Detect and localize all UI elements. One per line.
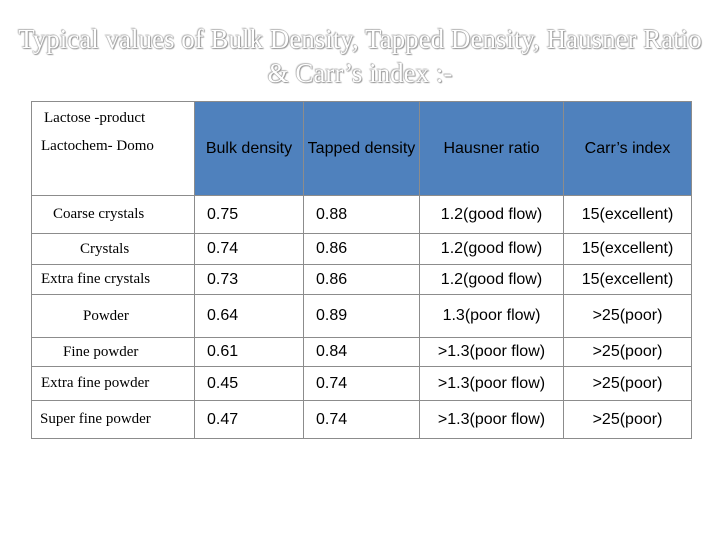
cell-tapped-density: 0.86: [303, 264, 420, 295]
table-row: Crystals 0.74 0.86 1.2(good flow) 15(excelle…: [31, 233, 692, 265]
cell-hausner-ratio: 1.3(poor flow): [419, 294, 564, 338]
header-product: Lactose -product Lactochem- Domo: [31, 101, 195, 196]
cell-carrs-index: >25(poor): [563, 337, 692, 367]
cell-bulk-density: 0.64: [194, 294, 304, 338]
table-row: Super fine powder 0.47 0.74 >1.3(poor flow)…: [31, 400, 692, 439]
cell-product: Extra fine powder: [31, 366, 195, 401]
cell-product: Fine powder: [31, 337, 195, 367]
cell-carrs-index: >25(poor): [563, 294, 692, 338]
cell-tapped-density: 0.84: [303, 337, 420, 367]
cell-product: Coarse crystals: [31, 195, 195, 234]
table-row: Extra fine crystals 0.73 0.86 1.2(good flow…: [31, 264, 692, 295]
table-row: Coarse crystals 0.75 0.88 1.2(good flow) 15(…: [31, 195, 692, 234]
header-carrs-index: Carr’s index: [563, 101, 692, 196]
cell-carrs-index: 15(excellent): [563, 264, 692, 295]
table-header-row: Lactose -product Lactochem- Domo Bulk de…: [31, 101, 692, 196]
cell-bulk-density: 0.73: [194, 264, 304, 295]
cell-hausner-ratio: 1.2(good flow): [419, 264, 564, 295]
cell-tapped-density: 0.74: [303, 400, 420, 439]
cell-hausner-ratio: >1.3(poor flow): [419, 337, 564, 367]
table-row: Fine powder 0.61 0.84 >1.3(poor flow) >25(po…: [31, 337, 692, 367]
cell-tapped-density: 0.74: [303, 366, 420, 401]
cell-carrs-index: >25(poor): [563, 400, 692, 439]
cell-carrs-index: 15(excellent): [563, 195, 692, 234]
cell-hausner-ratio: >1.3(poor flow): [419, 400, 564, 439]
cell-hausner-ratio: 1.2(good flow): [419, 233, 564, 265]
cell-hausner-ratio: 1.2(good flow): [419, 195, 564, 234]
cell-product: Extra fine crystals: [31, 264, 195, 295]
cell-bulk-density: 0.47: [194, 400, 304, 439]
header-hausner-ratio: Hausner ratio: [419, 101, 564, 196]
cell-product: Powder: [31, 294, 195, 338]
slide-title: Typical values of Bulk Density, Tapped D…: [0, 22, 720, 90]
slide-title-line-2: & Carr’s index :-: [267, 58, 453, 88]
table-row: Extra fine powder 0.45 0.74 >1.3(poor flow)…: [31, 366, 692, 401]
cell-carrs-index: 15(excellent): [563, 233, 692, 265]
cell-product: Crystals: [31, 233, 195, 265]
cell-bulk-density: 0.61: [194, 337, 304, 367]
lactose-properties-table: Lactose -product Lactochem- Domo Bulk de…: [31, 101, 692, 439]
cell-tapped-density: 0.86: [303, 233, 420, 265]
header-bulk-density: Bulk density: [194, 101, 304, 196]
cell-bulk-density: 0.45: [194, 366, 304, 401]
cell-bulk-density: 0.74: [194, 233, 304, 265]
cell-tapped-density: 0.89: [303, 294, 420, 338]
cell-carrs-index: >25(poor): [563, 366, 692, 401]
cell-tapped-density: 0.88: [303, 195, 420, 234]
header-product-line-2: Lactochem- Domo: [41, 138, 154, 154]
slide-title-line-1: Typical values of Bulk Density, Tapped D…: [18, 24, 702, 54]
cell-bulk-density: 0.75: [194, 195, 304, 234]
header-product-line-1: Lactose -product: [44, 110, 146, 126]
cell-product: Super fine powder: [31, 400, 195, 439]
header-tapped-density: Tapped density: [303, 101, 420, 196]
table-row: Powder 0.64 0.89 1.3(poor flow) >25(poor): [31, 294, 692, 338]
cell-hausner-ratio: >1.3(poor flow): [419, 366, 564, 401]
